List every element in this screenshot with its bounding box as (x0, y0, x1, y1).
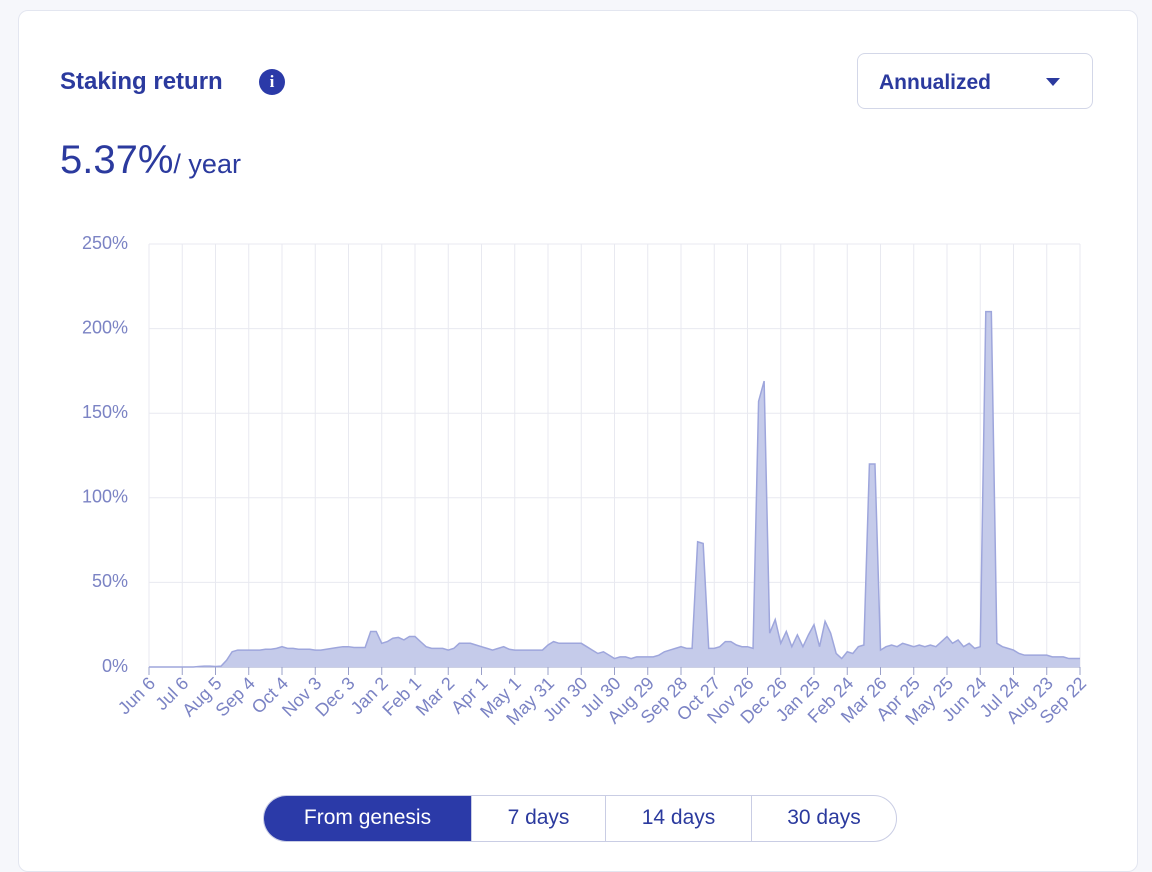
tabs: From genesis 7 days 14 days 30 days (263, 795, 897, 842)
period-dropdown[interactable]: Annualized (857, 53, 1093, 109)
dropdown-arrow (1046, 78, 1060, 86)
y-tick-label: 50% (92, 571, 128, 591)
info-icon[interactable]: i (259, 69, 285, 95)
y-tick-label: 250% (82, 233, 128, 253)
y-tick-label: 0% (102, 656, 128, 676)
title: Staking return (60, 68, 223, 95)
area (149, 311, 1080, 667)
range-tab[interactable]: 30 days (751, 796, 896, 841)
page: Staking return i Annualized 5.37%/ year … (18, 10, 1138, 872)
unit: / year (173, 149, 241, 179)
card (18, 10, 1138, 872)
y-tick-label: 100% (82, 487, 128, 507)
area-line (149, 310, 1080, 668)
y-tick-label: 150% (82, 402, 128, 422)
dropdown-label: Annualized (879, 71, 992, 94)
range-tab[interactable]: From genesis (264, 796, 471, 841)
x-tick-label: Mar 2 (412, 673, 459, 720)
return-value: 5.37%/ year (60, 138, 241, 183)
range-tab[interactable]: 14 days (605, 796, 751, 841)
range-tab[interactable]: 7 days (471, 796, 605, 841)
y-tick-label: 200% (82, 317, 128, 337)
value: 5.37% (60, 138, 174, 182)
x-tick-label: Jun 6 (114, 673, 159, 718)
